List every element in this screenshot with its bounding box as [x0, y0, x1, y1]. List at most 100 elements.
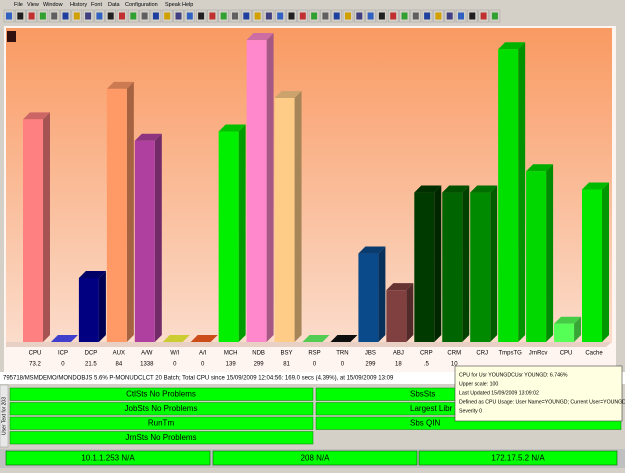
- tooltip-line: Last Updated 15/09/2009 13:09:02: [459, 390, 539, 396]
- bar-top: [106, 81, 134, 89]
- toolbar-icon: [243, 12, 250, 20]
- x-tick-label: MCH: [224, 351, 238, 357]
- toolbar-icon: [209, 12, 216, 20]
- bar-top: [498, 42, 526, 50]
- bar-top: [50, 335, 78, 342]
- toolbar-icon: [288, 12, 295, 20]
- bar-side: [378, 246, 386, 342]
- toolbar-icon: [17, 12, 24, 20]
- bar-top: [134, 133, 162, 141]
- menu-item[interactable]: Help: [182, 2, 193, 8]
- footer-cell: [212, 450, 418, 466]
- bar-reading: 81: [283, 362, 290, 368]
- x-tick-label: A/I: [199, 351, 207, 357]
- bar-top: [554, 316, 582, 324]
- menu-item[interactable]: Configuration: [125, 2, 158, 8]
- x-tick-label: TmpsTG: [498, 351, 522, 357]
- x-tick-label: CRJ: [476, 351, 488, 357]
- bar-side: [490, 185, 498, 342]
- bar-reading: 0: [313, 362, 317, 368]
- bar-reading: 1338: [140, 362, 154, 368]
- toolbar-icon: [130, 12, 137, 20]
- bar: [218, 131, 239, 342]
- toolbar-icon: [356, 12, 363, 20]
- toolbar-icon: [96, 12, 103, 20]
- bar: [246, 40, 267, 343]
- bar-reading: 0: [61, 362, 65, 368]
- bar-side: [43, 112, 50, 342]
- bar: [554, 323, 575, 342]
- bar-side: [126, 81, 134, 342]
- bar-top: [414, 185, 442, 193]
- status-text: CtlSts No Problems: [126, 390, 196, 399]
- toolbar-icon: [152, 12, 159, 20]
- bar: [386, 290, 407, 342]
- toolbar-icon: [198, 12, 205, 20]
- toolbar-icon: [480, 12, 487, 20]
- side-panel: [0, 384, 9, 448]
- toolbar-icon: [39, 12, 46, 20]
- menu-bar: [0, 0, 625, 8]
- bar-side: [406, 283, 414, 342]
- toolbar-icon: [164, 12, 171, 20]
- bar-reading: 299: [254, 362, 265, 368]
- bar-reading: 10: [451, 362, 458, 368]
- bar: [414, 192, 435, 342]
- bar-reading: 139: [226, 362, 237, 368]
- menu-item[interactable]: Window: [43, 2, 63, 8]
- toolbar-icon: [265, 12, 272, 20]
- toolbar-icon: [446, 12, 453, 20]
- toolbar-icon: [378, 12, 385, 20]
- menu-item[interactable]: History: [70, 2, 87, 8]
- x-tick-label: ABJ: [393, 351, 404, 357]
- status-text: Sbs QIN: [410, 419, 440, 428]
- toolbar-icon: [401, 12, 408, 20]
- bar-reading: 0: [173, 362, 177, 368]
- status-line: 795718/MSMDEMO/MONDOBJS 5.6% P-MONUDCLCT…: [3, 376, 394, 382]
- toolbar-icon: [277, 12, 284, 20]
- toolbar-icon: [220, 12, 227, 20]
- toolbar-icon: [107, 12, 114, 20]
- bar: [582, 189, 602, 342]
- bar-top: [582, 182, 609, 190]
- status-text: Largest Libr: [410, 404, 453, 413]
- tooltip-line: Defined as CPU Usage: User Name=YOUNGD; …: [459, 399, 625, 405]
- x-tick-label: CRM: [447, 351, 461, 357]
- bar-top: [330, 335, 358, 342]
- toolbar-icon: [435, 12, 442, 20]
- bar-top: [358, 246, 386, 254]
- toolbar-icon: [175, 12, 182, 20]
- status-text: JrnSts No Problems: [125, 433, 196, 442]
- x-tick-label: BSY: [281, 351, 293, 357]
- footer-cell: [418, 450, 618, 466]
- status-cell: [9, 387, 314, 401]
- bar-side: [574, 316, 582, 342]
- bar-side: [154, 133, 162, 342]
- x-tick-label: JBS: [365, 351, 376, 357]
- bar-side: [602, 182, 609, 342]
- bar-top: [218, 124, 246, 132]
- toolbar-icon: [299, 12, 306, 20]
- toolbar-icon: [322, 12, 329, 20]
- x-tick-label: W/I: [170, 351, 179, 357]
- bar: [358, 253, 379, 342]
- chart-icon: [7, 31, 16, 42]
- bar-reading: 0: [341, 362, 345, 368]
- x-tick-label: NDB: [252, 351, 265, 357]
- tooltip-line: CPU for Usr YOUNGDCUsr YOUNGD: 6.746%: [459, 372, 568, 378]
- menu-item[interactable]: Speak: [165, 2, 181, 8]
- menu-item[interactable]: File: [14, 2, 23, 8]
- menu-item[interactable]: Font: [91, 2, 102, 8]
- bar: [134, 140, 155, 342]
- toolbar-icon: [51, 12, 58, 20]
- bar-top: [274, 91, 302, 98]
- menu-item[interactable]: Data: [108, 2, 121, 8]
- tooltip-line: Upper scale: 100: [459, 381, 498, 387]
- side-label: User Text for 203: [1, 397, 7, 435]
- bar-side: [462, 185, 470, 342]
- toolbar-icon: [491, 12, 498, 20]
- toolbar-icon: [85, 12, 92, 20]
- menu-item[interactable]: View: [27, 2, 39, 8]
- bar-reading: 0: [201, 362, 205, 368]
